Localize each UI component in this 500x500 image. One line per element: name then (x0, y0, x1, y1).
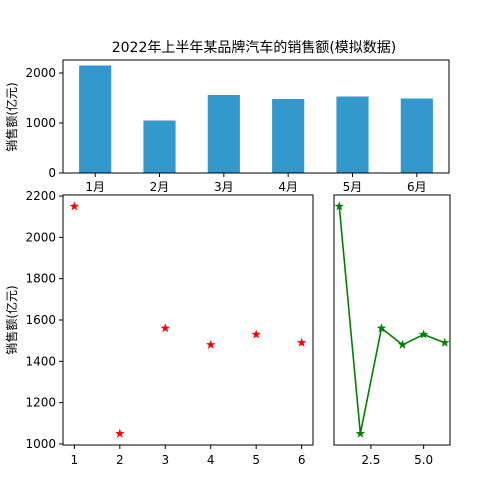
y-tick-label: 1600 (25, 313, 56, 327)
x-tick-label: 2 (116, 453, 124, 467)
line-series (334, 201, 450, 438)
bar-series (79, 65, 433, 173)
y-tick-label: 2000 (25, 230, 56, 244)
x-tick-label: 3月 (214, 180, 234, 194)
x-tick-label: 1月 (85, 180, 105, 194)
x-tick-label: 5 (252, 453, 260, 467)
x-tick-label: 3 (161, 453, 169, 467)
y-tick-label: 1200 (25, 396, 56, 410)
line-point (376, 323, 387, 333)
bar (336, 96, 369, 173)
y-tick-label: 2200 (25, 189, 56, 203)
scatter-chart-frame (62, 194, 314, 446)
bar (400, 98, 433, 173)
x-tick-label: 2.5 (361, 453, 380, 467)
scatter-point (251, 329, 261, 339)
scatter-point (69, 201, 80, 211)
line-point (397, 339, 408, 349)
bar-chart-y-axis-label: 销售额(亿元) (4, 82, 19, 151)
line-point (418, 329, 429, 339)
x-tick-label: 5.0 (414, 453, 433, 467)
line-point (334, 201, 345, 211)
bar (143, 120, 176, 173)
line-chart-frame (333, 194, 451, 446)
y-tick-label: 0 (48, 166, 56, 180)
x-tick-label: 2月 (150, 180, 170, 194)
line-chart-axes: 2.5 5.0 (361, 445, 433, 467)
scatter-chart-axes: 1 2 3 4 5 6 1000 1200 1400 1600 1800 2000 2200 (25, 189, 305, 467)
scatter-point (160, 323, 171, 333)
scatter-point (115, 428, 125, 438)
series-line (338, 206, 446, 434)
scatter-point (205, 339, 216, 349)
chart-title: 2022年上半年某品牌汽车的销售额(模拟数据) (112, 39, 397, 56)
line-chart-panel: 2.5 5.0 (333, 194, 451, 467)
x-tick-label: 5月 (343, 180, 363, 194)
line-point (439, 337, 450, 347)
y-tick-label: 1400 (25, 354, 56, 368)
x-tick-label: 6 (298, 453, 306, 467)
y-tick-label: 2000 (25, 66, 56, 80)
scatter-series (69, 201, 307, 438)
bar-chart-axes: 1月 2月 3月 4月 5月 6月 0 1000 2000 (25, 66, 426, 194)
x-tick-label: 4 (207, 453, 215, 467)
x-tick-label: 6月 (407, 180, 427, 194)
bar (79, 65, 112, 173)
y-tick-label: 1000 (25, 437, 56, 451)
line-point (355, 428, 366, 438)
y-tick-label: 1000 (25, 116, 56, 130)
bar (207, 95, 240, 173)
scatter-point (296, 337, 307, 347)
bar-chart-panel: 1月 2月 3月 4月 5月 6月 0 1000 2000 销售额(亿元) (4, 59, 450, 194)
scatter-chart-panel: 1 2 3 4 5 6 1000 1200 1400 1600 1800 2000 2200 销售额(亿… (4, 189, 314, 467)
y-tick-label: 1800 (25, 272, 56, 286)
bar-chart-frame (62, 59, 450, 174)
x-tick-label: 1 (71, 453, 79, 467)
bar (272, 99, 305, 173)
x-tick-label: 4月 (278, 180, 298, 194)
scatter-chart-y-axis-label: 销售额(亿元) (4, 285, 19, 354)
